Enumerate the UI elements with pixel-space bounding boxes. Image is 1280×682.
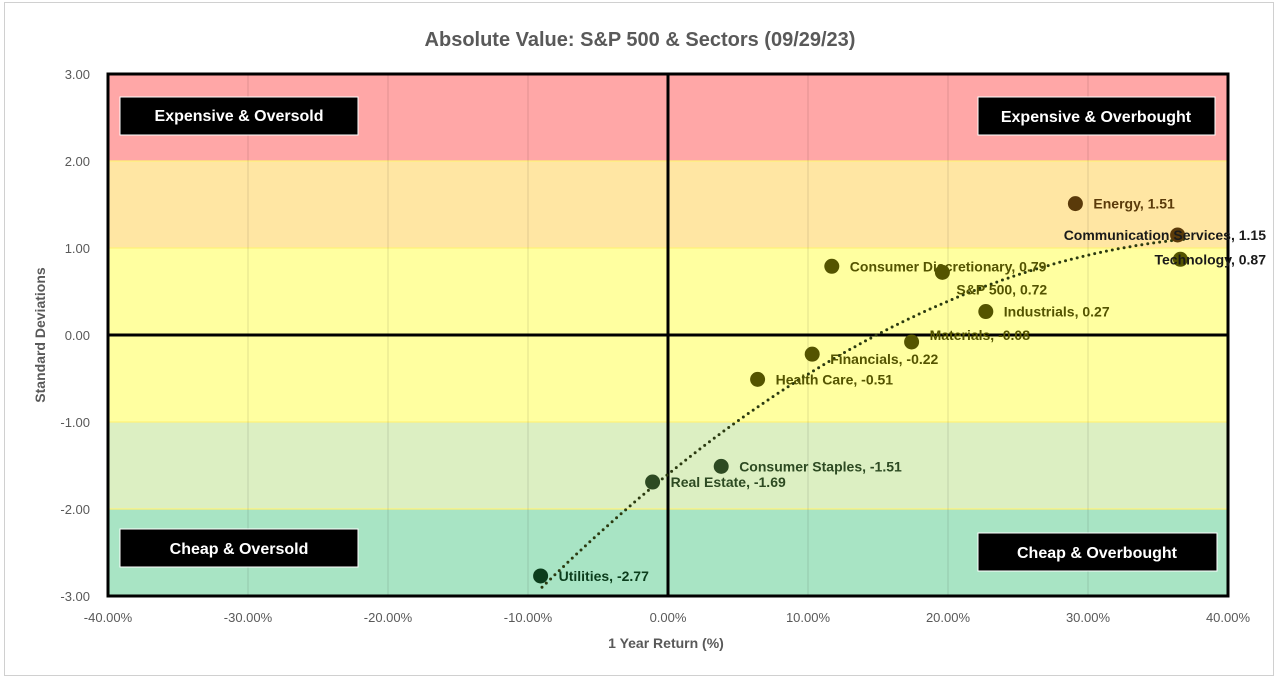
y-tick-label: 0.00 [65, 328, 90, 343]
data-point [904, 334, 920, 350]
data-label: Technology, 0.87 [1154, 251, 1266, 267]
y-axis-label: Standard Deviations [32, 267, 48, 403]
data-point [1172, 251, 1188, 267]
y-tick-label: -2.00 [60, 502, 90, 517]
quadrant-label-text: Cheap & Overbought [1017, 545, 1178, 562]
data-label: Health Care, -0.51 [776, 371, 894, 387]
data-point [713, 458, 729, 474]
quadrant-label-bottom-right: Cheap & Overbought [977, 532, 1218, 572]
data-point [1067, 196, 1083, 212]
data-point [934, 264, 950, 280]
x-tick-label: 40.00% [1206, 610, 1251, 625]
y-tick-label: 2.00 [65, 154, 90, 169]
x-tick-label: 30.00% [1066, 610, 1111, 625]
data-label: Communication Services, 1.15 [1064, 227, 1267, 243]
data-point [750, 371, 766, 387]
data-label: S&P 500, 0.72 [956, 281, 1047, 297]
quadrant-label-top-left: Expensive & Oversold [119, 96, 359, 136]
data-label: Financials, -0.22 [830, 351, 938, 367]
x-tick-label: -40.00% [84, 610, 133, 625]
quadrant-label-top-right: Expensive & Overbought [977, 96, 1216, 136]
data-label: Consumer Staples, -1.51 [739, 458, 902, 474]
y-tick-label: 1.00 [65, 241, 90, 256]
trendline [540, 237, 1188, 589]
quadrant-label-bottom-left: Cheap & Oversold [119, 528, 359, 568]
y-tick-label: 3.00 [65, 67, 90, 82]
quadrant-label-text: Expensive & Overbought [1001, 109, 1192, 126]
y-tick-label: -3.00 [60, 589, 90, 604]
chart-title: Absolute Value: S&P 500 & Sectors (09/29… [425, 29, 856, 51]
x-tick-label: 20.00% [926, 610, 971, 625]
x-tick-label: 0.00% [650, 610, 687, 625]
x-tick-label: -30.00% [224, 610, 273, 625]
data-label: Real Estate, -1.69 [671, 474, 786, 490]
data-point [533, 568, 549, 584]
data-label: Utilities, -2.77 [559, 568, 649, 584]
x-axis-label: 1 Year Return (%) [608, 635, 724, 651]
x-tick-label: -10.00% [504, 610, 553, 625]
x-tick-label: 10.00% [786, 610, 831, 625]
data-label: Materials, -0.08 [930, 327, 1031, 343]
data-point [804, 346, 820, 362]
data-point [1170, 227, 1186, 243]
quadrant-label-text: Cheap & Oversold [170, 541, 309, 558]
data-label: Consumer Discretionary, 0.79 [850, 258, 1047, 274]
data-point [824, 258, 840, 274]
quadrant-label-text: Expensive & Oversold [155, 108, 324, 125]
data-label: Energy, 1.51 [1093, 196, 1175, 212]
y-tick-label: -1.00 [60, 415, 90, 430]
data-label: Industrials, 0.27 [1004, 304, 1110, 320]
data-point [978, 304, 994, 320]
x-tick-label: -20.00% [364, 610, 413, 625]
chart-frame [4, 2, 1274, 676]
data-point [645, 474, 661, 490]
